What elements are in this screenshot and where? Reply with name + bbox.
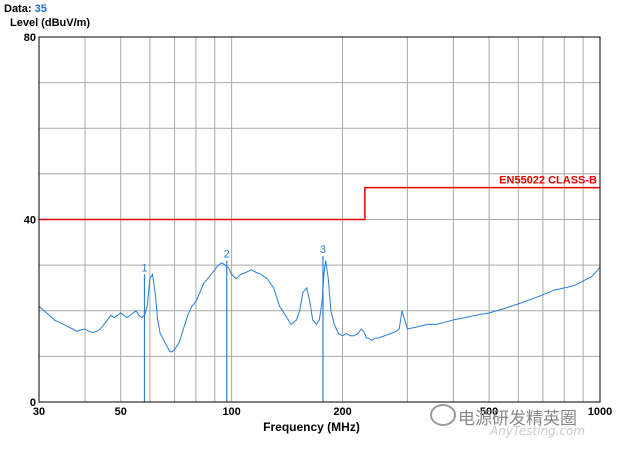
data-value: 35	[34, 3, 47, 15]
watermark-site: AnyTesting.com	[490, 424, 586, 438]
y-tick-label: 40	[24, 215, 36, 227]
emission-trace	[38, 260, 601, 353]
x-tick-label: 200	[333, 406, 351, 418]
y-tick-label: 80	[24, 32, 36, 44]
y-axis-title: Level (dBuV/m)	[10, 17, 91, 29]
limit-line-group: EN55022 CLASS-B	[39, 175, 600, 221]
x-tick-label: 1000	[588, 406, 612, 418]
x-tick-label: 100	[222, 406, 240, 418]
x-axis-title: Frequency (MHz)	[263, 420, 360, 434]
y-tick-label: 0	[30, 397, 36, 409]
x-tick-label: 30	[33, 406, 45, 418]
series-group	[38, 260, 601, 353]
limit-line	[39, 186, 600, 221]
x-tick-label: 50	[115, 406, 127, 418]
x-tick-label: 500	[480, 406, 498, 418]
watermark-chat-icon	[430, 404, 456, 426]
marker-label: 2	[224, 249, 230, 261]
markers-group: 1 2 3	[141, 244, 326, 402]
data-count-readout: Data: 35	[4, 3, 47, 15]
marker-label: 1	[141, 262, 147, 274]
marker-label: 3	[320, 244, 326, 256]
limit-line-label: EN55022 CLASS-B	[499, 175, 597, 187]
tick-labels: 30 50 100 200 500 1000 0 40 80	[24, 32, 612, 418]
plot-frame	[38, 36, 601, 403]
data-label: Data:	[4, 3, 32, 15]
watermark-text: 电源研发精英圈	[458, 409, 577, 429]
